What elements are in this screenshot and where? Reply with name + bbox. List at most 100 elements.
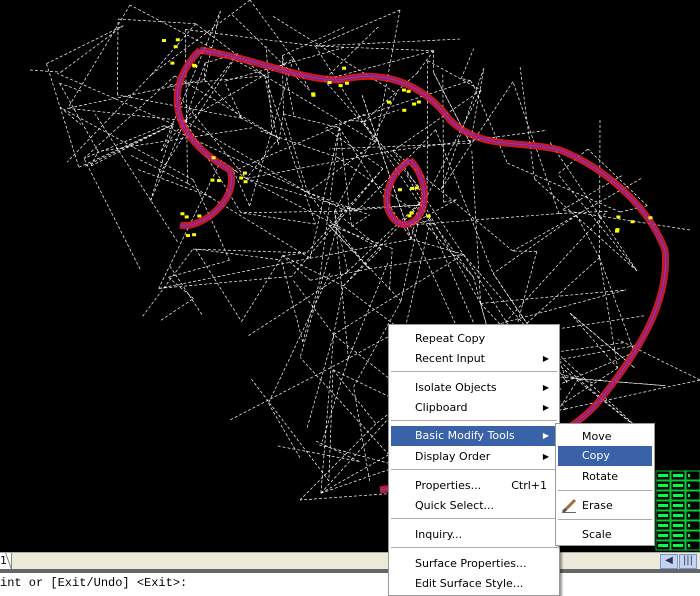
menu-item-rotate[interactable]: Rotate <box>558 467 652 487</box>
survey-point <box>414 186 419 190</box>
survey-point <box>615 228 620 232</box>
command-line[interactable]: int or [Exit/Undo] <Exit>: <box>0 573 700 596</box>
table-cell-text <box>688 494 690 497</box>
separator <box>391 420 557 421</box>
survey-point <box>184 215 189 219</box>
horizontal-scrollbar[interactable]: ◀ ||| <box>660 554 700 569</box>
table-cell-text <box>673 474 683 477</box>
label: Recent Input <box>415 352 485 365</box>
table-cell <box>685 530 700 541</box>
table-cell <box>670 480 686 491</box>
shortcut: Ctrl+1 <box>511 479 547 492</box>
label: Quick Select... <box>415 499 495 512</box>
survey-point <box>192 233 197 237</box>
table-cell <box>670 500 686 511</box>
table-cell <box>670 510 686 521</box>
menu-item-properties[interactable]: Properties... Ctrl+1 <box>391 476 557 496</box>
scroll-thumb[interactable]: ||| <box>679 554 697 569</box>
survey-point <box>426 214 431 218</box>
table-cell-text <box>688 504 690 507</box>
alignment-line <box>176 49 233 227</box>
command-splitter[interactable] <box>0 569 700 573</box>
table-cell <box>655 480 671 491</box>
menu-item-move[interactable]: Move <box>558 427 652 447</box>
table-cell-text <box>673 504 683 507</box>
separator <box>391 518 557 519</box>
table-cell <box>670 470 686 481</box>
survey-point <box>616 215 621 219</box>
alignment-line <box>386 159 425 226</box>
table-cell-text <box>658 544 668 547</box>
table-cell-text <box>688 534 690 537</box>
label: Properties... <box>415 479 482 492</box>
menu-item-repeat-copy[interactable]: Repeat Copy <box>391 329 557 349</box>
table-cell-text <box>658 474 668 477</box>
table-cell <box>655 470 671 481</box>
survey-point <box>327 80 332 84</box>
survey-point <box>175 38 180 42</box>
separator <box>391 547 557 548</box>
menu-item-clipboard[interactable]: Clipboard ▶ <box>391 398 557 418</box>
table-cell <box>655 500 671 511</box>
label: Rotate <box>582 470 619 483</box>
table-cell-text <box>658 484 668 487</box>
table-cell <box>655 540 671 551</box>
menu-item-edit-surface-style[interactable]: Edit Surface Style... <box>391 574 557 594</box>
menu-item-basic-modify-tools[interactable]: Basic Modify Tools ▶ <box>391 426 557 446</box>
label: Repeat Copy <box>415 332 486 345</box>
label: Display Order <box>415 450 491 463</box>
survey-point <box>397 188 402 192</box>
table-cell-text <box>658 534 668 537</box>
menu-item-erase[interactable]: Erase <box>558 496 652 516</box>
survey-point <box>344 81 349 85</box>
table-cell-text <box>673 544 683 547</box>
label: Scale <box>582 528 612 541</box>
label: Edit Surface Style... <box>415 577 524 590</box>
menu-item-surface-properties[interactable]: Surface Properties... <box>391 554 557 574</box>
survey-point <box>197 214 202 218</box>
survey-point <box>342 66 347 70</box>
menu-item-quick-select[interactable]: Quick Select... <box>391 496 557 516</box>
menu-item-scale[interactable]: Scale <box>558 525 652 545</box>
survey-point <box>402 108 407 112</box>
table-cell-text <box>658 504 668 507</box>
eraser-icon <box>561 499 577 513</box>
submenu-arrow-icon: ▶ <box>542 383 549 392</box>
layout-tab-strip: 1 ◀ ||| <box>0 552 700 569</box>
label: Isolate Objects <box>415 381 497 394</box>
table-cell <box>685 470 700 481</box>
table-cell <box>685 480 700 491</box>
separator <box>558 490 652 491</box>
layout-tab[interactable]: 1 <box>0 553 12 569</box>
table-cell <box>685 500 700 511</box>
survey-point <box>338 84 343 88</box>
label: Surface Properties... <box>415 557 527 570</box>
menu-item-recent-input[interactable]: Recent Input ▶ <box>391 349 557 369</box>
context-menu: Repeat Copy Recent Input ▶ Isolate Object… <box>388 324 560 596</box>
menu-item-inquiry[interactable]: Inquiry... <box>391 525 557 545</box>
table-cell <box>670 520 686 531</box>
submenu-arrow-icon: ▶ <box>542 354 549 363</box>
survey-point <box>192 63 197 67</box>
survey-point <box>648 216 653 220</box>
table-cell-text <box>658 514 668 517</box>
table-cell-text <box>673 534 683 537</box>
table-cell <box>655 490 671 501</box>
label: Basic Modify Tools <box>415 429 515 442</box>
survey-point <box>173 45 178 49</box>
menu-item-isolate-objects[interactable]: Isolate Objects ▶ <box>391 378 557 398</box>
survey-point <box>243 180 248 184</box>
table-cell <box>670 540 686 551</box>
label: Copy <box>582 449 610 462</box>
table-cell-text <box>658 494 668 497</box>
scroll-left-icon[interactable]: ◀ <box>660 554 678 569</box>
table-cell-text <box>688 524 690 527</box>
table-cell-text <box>658 524 668 527</box>
survey-point <box>407 214 412 218</box>
survey-point <box>210 178 215 182</box>
table-cell <box>685 510 700 521</box>
menu-item-display-order[interactable]: Display Order ▶ <box>391 447 557 467</box>
table-cell <box>670 490 686 501</box>
menu-item-copy[interactable]: Copy <box>558 446 652 466</box>
label: Erase <box>582 499 613 512</box>
